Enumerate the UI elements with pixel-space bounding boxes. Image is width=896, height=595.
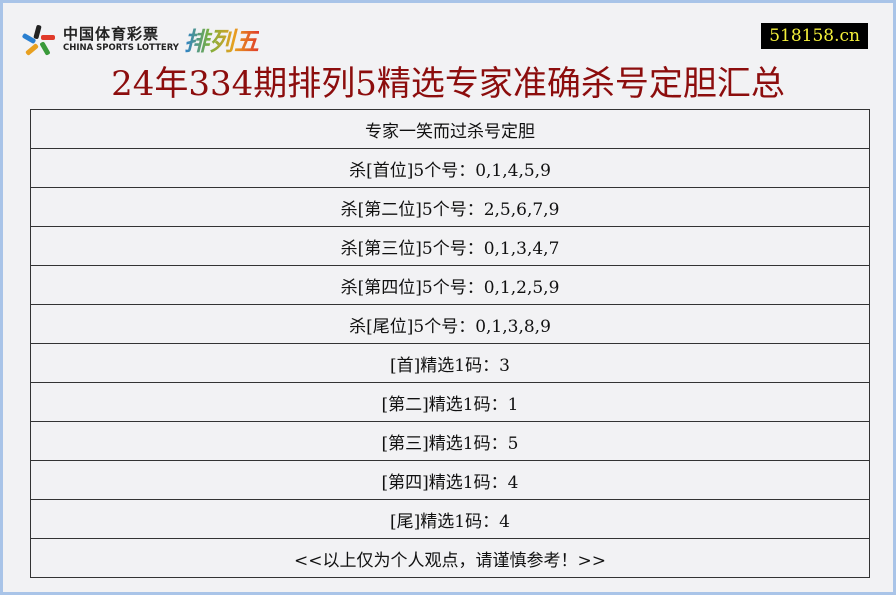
- table-cell: 杀[第四位]5个号：0,1,2,5,9: [30, 265, 870, 305]
- table-row: [首]精选1码：3: [30, 343, 870, 383]
- table-row: 杀[第二位]5个号：2,5,6,7,9: [30, 187, 870, 227]
- table-row: [第二]精选1码：1: [30, 382, 870, 422]
- logo-cn: 中国体育彩票: [63, 25, 160, 43]
- prediction-table: 专家一笑而过杀号定胆 杀[首位]5个号：0,1,4,5,9 杀[第二位]5个号：2,…: [30, 109, 870, 578]
- site-badge: 518158.cn: [761, 23, 868, 49]
- table-cell: [第二]精选1码：1: [30, 382, 870, 422]
- logo-brand: 排列五: [184, 22, 259, 58]
- table-cell: 专家一笑而过杀号定胆: [30, 109, 870, 149]
- table-row: <<以上仅为个人观点，请谨慎参考！>>: [30, 538, 870, 578]
- china-sports-lottery-logo: 中国体育彩票 CHINA SPORTS LOTTERY 排列五: [21, 21, 259, 59]
- lottery-star-icon: [21, 22, 57, 58]
- logo-en: CHINA SPORTS LOTTERY: [63, 43, 179, 53]
- table-row: 杀[第三位]5个号：0,1,3,4,7: [30, 226, 870, 266]
- table-cell: 杀[尾位]5个号：0,1,3,8,9: [30, 304, 870, 344]
- table-cell: [第三]精选1码：5: [30, 421, 870, 461]
- table-row: [第三]精选1码：5: [30, 421, 870, 461]
- table-cell: [首]精选1码：3: [30, 343, 870, 383]
- table-cell: 杀[第三位]5个号：0,1,3,4,7: [30, 226, 870, 266]
- table-cell: [第四]精选1码：4: [30, 460, 870, 500]
- table-row: [尾]精选1码：4: [30, 499, 870, 539]
- table-cell: 杀[首位]5个号：0,1,4,5,9: [30, 148, 870, 188]
- table-cell: <<以上仅为个人观点，请谨慎参考！>>: [30, 538, 870, 578]
- table-row: 杀[首位]5个号：0,1,4,5,9: [30, 148, 870, 188]
- table-cell: [尾]精选1码：4: [30, 499, 870, 539]
- table-cell: 杀[第二位]5个号：2,5,6,7,9: [30, 187, 870, 227]
- table-row: [第四]精选1码：4: [30, 460, 870, 500]
- table-row: 杀[尾位]5个号：0,1,3,8,9: [30, 304, 870, 344]
- page-title: 24年334期排列5精选专家准确杀号定胆汇总: [111, 64, 785, 104]
- page: 中国体育彩票 CHINA SPORTS LOTTERY 排列五 518158.c…: [3, 3, 893, 592]
- table-row: 杀[第四位]5个号：0,1,2,5,9: [30, 265, 870, 305]
- table-row: 专家一笑而过杀号定胆: [30, 109, 870, 149]
